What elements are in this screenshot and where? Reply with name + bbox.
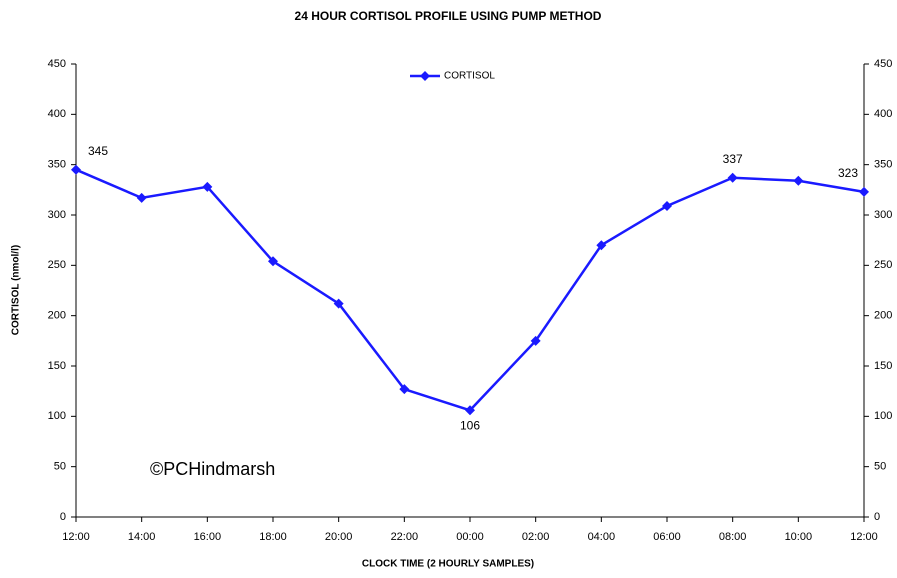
data-point xyxy=(727,172,738,183)
x-tick-label: 08:00 xyxy=(719,531,747,543)
x-tick-label: 12:00 xyxy=(62,531,90,543)
data-label: 106 xyxy=(460,418,480,432)
chart-title: 24 HOUR CORTISOL PROFILE USING PUMP METH… xyxy=(295,9,602,23)
x-tick-label: 04:00 xyxy=(588,531,616,543)
watermark: ©PCHindmarsh xyxy=(150,459,275,479)
x-tick-label: 00:00 xyxy=(456,531,484,543)
x-tick-label: 20:00 xyxy=(325,531,353,543)
y2-tick-label: 50 xyxy=(874,461,886,473)
data-point xyxy=(333,298,344,309)
x-tick-label: 18:00 xyxy=(259,531,287,543)
legend-label: CORTISOL xyxy=(444,71,495,82)
y-axis-label: CORTISOL (nmol/l) xyxy=(11,245,22,335)
data-point xyxy=(136,192,147,203)
data-point xyxy=(793,175,804,186)
data-label: 345 xyxy=(88,144,108,158)
data-point xyxy=(530,335,541,346)
x-axis-label: CLOCK TIME (2 HOURLY SAMPLES) xyxy=(362,559,534,570)
data-label: 323 xyxy=(838,166,858,180)
y2-tick-label: 200 xyxy=(874,310,892,322)
y-tick-label: 100 xyxy=(48,410,66,422)
x-tick-label: 10:00 xyxy=(785,531,813,543)
y2-tick-label: 100 xyxy=(874,410,892,422)
y-tick-label: 200 xyxy=(48,310,66,322)
y2-tick-label: 350 xyxy=(874,159,892,171)
y-tick-label: 0 xyxy=(60,511,66,523)
y-tick-label: 50 xyxy=(54,461,66,473)
data-point xyxy=(596,240,607,251)
data-point xyxy=(268,256,278,267)
data-point xyxy=(399,384,410,395)
x-tick-label: 22:00 xyxy=(391,531,419,543)
x-tick-label: 02:00 xyxy=(522,531,550,543)
data-point xyxy=(465,405,475,416)
x-tick-label: 12:00 xyxy=(850,531,878,543)
legend-marker xyxy=(420,71,430,81)
y2-tick-label: 300 xyxy=(874,209,892,221)
y2-tick-label: 400 xyxy=(874,108,892,120)
data-label: 337 xyxy=(723,152,743,166)
data-point xyxy=(662,200,672,211)
data-point xyxy=(859,186,869,197)
y-tick-label: 250 xyxy=(48,259,66,271)
y2-tick-label: 450 xyxy=(874,58,892,70)
y2-tick-label: 0 xyxy=(874,511,880,523)
y-tick-label: 450 xyxy=(48,58,66,70)
y2-tick-label: 150 xyxy=(874,360,892,372)
y-tick-label: 350 xyxy=(48,159,66,171)
y-tick-label: 150 xyxy=(48,360,66,372)
y2-tick-label: 250 xyxy=(874,259,892,271)
y-tick-label: 300 xyxy=(48,209,66,221)
x-tick-label: 06:00 xyxy=(653,531,681,543)
data-point xyxy=(202,181,213,192)
data-point xyxy=(71,164,81,175)
y-tick-label: 400 xyxy=(48,108,66,120)
x-tick-label: 14:00 xyxy=(128,531,156,543)
x-tick-label: 16:00 xyxy=(194,531,222,543)
